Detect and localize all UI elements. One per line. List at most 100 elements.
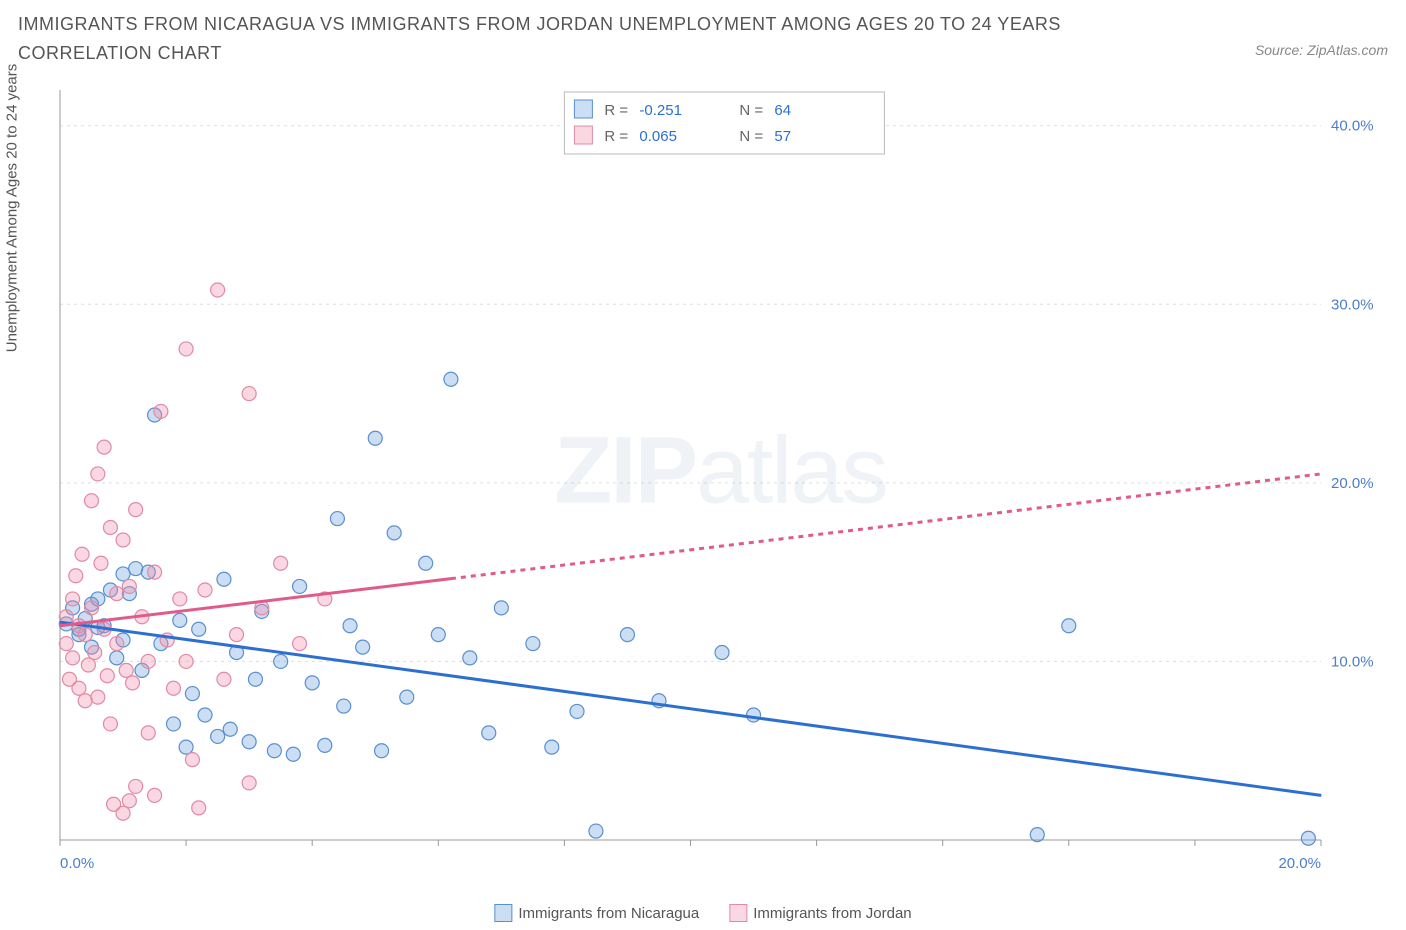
legend-item: Immigrants from Nicaragua	[494, 904, 699, 922]
data-point	[119, 663, 133, 677]
data-point	[343, 619, 357, 633]
data-point	[242, 776, 256, 790]
data-point	[293, 579, 307, 593]
y-axis-label: Unemployment Among Ages 20 to 24 years	[4, 63, 21, 352]
data-point	[91, 467, 105, 481]
data-point	[192, 622, 206, 636]
data-point	[368, 431, 382, 445]
bottom-legend: Immigrants from Nicaragua Immigrants from…	[494, 904, 911, 922]
data-point	[211, 729, 225, 743]
stats-n-label: N =	[739, 128, 763, 145]
data-point	[66, 651, 80, 665]
stats-r-value: -0.251	[639, 102, 682, 119]
data-point	[230, 628, 244, 642]
data-point	[217, 672, 231, 686]
data-point	[122, 579, 136, 593]
data-point	[223, 722, 237, 736]
data-point	[482, 726, 496, 740]
data-point	[129, 562, 143, 576]
data-point	[75, 547, 89, 561]
data-point	[110, 587, 124, 601]
data-point	[337, 699, 351, 713]
chart-title: IMMIGRANTS FROM NICARAGUA VS IMMIGRANTS …	[18, 10, 1168, 68]
data-point	[274, 654, 288, 668]
data-point	[179, 342, 193, 356]
data-point	[129, 503, 143, 517]
data-point	[88, 646, 102, 660]
data-point	[463, 651, 477, 665]
data-point	[620, 628, 634, 642]
stats-r-label: R =	[604, 102, 628, 119]
data-point	[141, 654, 155, 668]
data-point	[81, 658, 95, 672]
data-point	[69, 569, 83, 583]
y-tick-label: 30.0%	[1331, 296, 1374, 313]
data-point	[85, 494, 99, 508]
stats-r-value: 0.065	[639, 128, 677, 145]
trend-line-solid	[60, 622, 1321, 795]
stats-n-value: 64	[774, 102, 791, 119]
stats-swatch	[574, 126, 592, 144]
data-point	[715, 646, 729, 660]
data-point	[747, 708, 761, 722]
data-point	[545, 740, 559, 754]
data-point	[148, 565, 162, 579]
data-point	[97, 440, 111, 454]
data-point	[91, 690, 105, 704]
data-point	[375, 744, 389, 758]
data-point	[192, 801, 206, 815]
data-point	[242, 735, 256, 749]
x-tick-label: 0.0%	[60, 855, 94, 872]
data-point	[173, 613, 187, 627]
data-point	[85, 601, 99, 615]
data-point	[400, 690, 414, 704]
data-point	[103, 521, 117, 535]
data-point	[318, 738, 332, 752]
data-point	[305, 676, 319, 690]
data-point	[1301, 831, 1315, 845]
data-point	[293, 637, 307, 651]
stats-swatch	[574, 100, 592, 118]
data-point	[154, 404, 168, 418]
data-point	[211, 283, 225, 297]
data-point	[198, 708, 212, 722]
data-point	[100, 669, 114, 683]
data-point	[148, 788, 162, 802]
data-point	[494, 601, 508, 615]
data-point	[129, 779, 143, 793]
source-prefix: Source:	[1255, 42, 1307, 58]
data-point	[431, 628, 445, 642]
data-point	[267, 744, 281, 758]
source-attribution: Source: ZipAtlas.com	[1255, 42, 1388, 58]
trend-line-solid	[60, 579, 451, 626]
legend-swatch	[494, 904, 512, 922]
data-point	[66, 592, 80, 606]
data-point	[173, 592, 187, 606]
y-tick-label: 10.0%	[1331, 653, 1374, 670]
data-point	[526, 637, 540, 651]
data-point	[110, 651, 124, 665]
data-point	[179, 740, 193, 754]
data-point	[330, 512, 344, 526]
data-point	[589, 824, 603, 838]
data-point	[242, 387, 256, 401]
data-point	[248, 672, 262, 686]
legend-swatch	[729, 904, 747, 922]
stats-n-label: N =	[739, 102, 763, 119]
data-point	[570, 704, 584, 718]
data-point	[274, 556, 288, 570]
legend-item: Immigrants from Jordan	[729, 904, 911, 922]
data-point	[116, 806, 130, 820]
data-point	[122, 794, 136, 808]
x-tick-label: 20.0%	[1278, 855, 1321, 872]
data-point	[217, 572, 231, 586]
data-point	[179, 654, 193, 668]
stats-r-label: R =	[604, 128, 628, 145]
y-tick-label: 40.0%	[1331, 118, 1374, 135]
data-point	[126, 676, 140, 690]
data-point	[286, 747, 300, 761]
data-point	[94, 556, 108, 570]
data-point	[141, 726, 155, 740]
data-point	[1030, 828, 1044, 842]
y-tick-label: 20.0%	[1331, 475, 1374, 492]
